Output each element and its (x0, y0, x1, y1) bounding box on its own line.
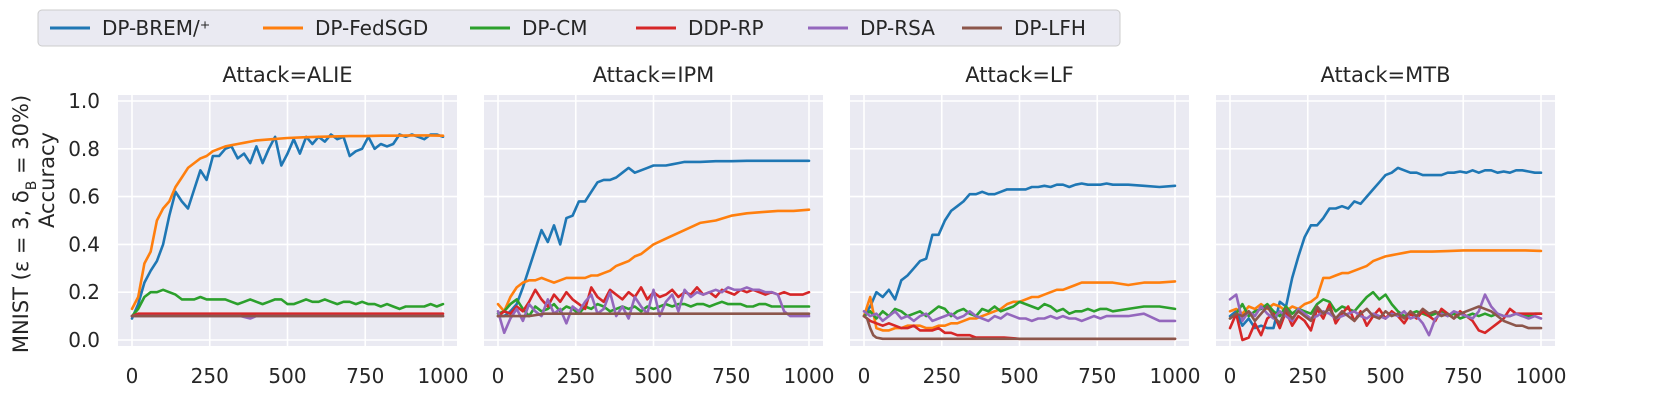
series-line-4-5 (1228, 293, 1543, 337)
series-line-3-6 (862, 314, 1177, 341)
series-line-2-6 (496, 312, 811, 318)
panel-title-4: Attack=MTB (1321, 63, 1451, 87)
x-tick-label: 250 (557, 364, 595, 388)
series-line-2-2 (496, 208, 811, 313)
x-tick-label: 250 (923, 364, 961, 388)
y-tick-label: 0.8 (68, 137, 100, 161)
legend-label-6: DP-LFH (1014, 16, 1086, 40)
x-tick-label: 0 (492, 364, 505, 388)
x-tick-label: 500 (634, 364, 672, 388)
y-label-part-2: = 30%) (9, 95, 33, 181)
y-axis-label-accuracy: Accuracy (35, 132, 59, 228)
panel-4: Attack=MTB 0 250 500 750 1000 (1216, 63, 1566, 388)
series-line-1-2 (130, 134, 445, 311)
x-tick-label: 500 (1000, 364, 1038, 388)
series-line-3-3 (862, 300, 1177, 320)
y-label-part-1: MNIST (ε = 3, δ (9, 190, 33, 353)
legend-label-4: DDP-RP (688, 16, 764, 40)
y-tick-label: 0.4 (68, 232, 100, 256)
panels: Attack=ALIE 0 250 500 750 1000 0.0 0.2 0.4 0.6 0.8… (68, 63, 1566, 388)
series-line-3-2 (862, 280, 1177, 332)
x-tick-label: 1000 (1516, 364, 1567, 388)
x-tick-label: 250 (191, 364, 229, 388)
x-tick-label: 0 (1224, 364, 1237, 388)
legend: DP-BREM/⁺ DP-FedSGD DP-CM DDP-RP DP-RSA DP-LF… (37, 9, 1121, 47)
x-tick-label: 750 (346, 364, 384, 388)
y-tick-label: 0.0 (68, 328, 100, 352)
x-tick-label: 500 (1366, 364, 1404, 388)
y-tick-label: 0.2 (68, 280, 100, 304)
panel-title-3: Attack=LF (965, 63, 1073, 87)
y-tick-label: 0.6 (68, 185, 100, 209)
panel-3: Attack=LF 0 250 500 750 1000 (850, 63, 1200, 388)
series-line-1-4 (130, 312, 445, 318)
panel-title-2: Attack=IPM (593, 63, 715, 87)
x-tick-label: 750 (1444, 364, 1482, 388)
series-line-1-3 (130, 288, 445, 318)
y-axis-label-dataset: MNIST (ε = 3, δB = 30%) (9, 95, 40, 353)
x-tick-label: 1000 (1150, 364, 1201, 388)
legend-label-1: DP-BREM/⁺ (102, 16, 210, 40)
series-line-4-6 (1228, 305, 1543, 330)
series-line-3-1 (862, 182, 1177, 318)
x-tick-label: 1000 (418, 364, 469, 388)
legend-label-2: DP-FedSGD (315, 16, 428, 40)
x-tick-label: 0 (858, 364, 871, 388)
legend-label-3: DP-CM (522, 16, 587, 40)
panel-1: Attack=ALIE 0 250 500 750 1000 0.0 0.2 0.4 0.6 0.8… (68, 63, 468, 388)
panel-title-1: Attack=ALIE (222, 63, 352, 87)
y-tick-label: 1.0 (68, 89, 100, 113)
x-tick-label: 750 (1078, 364, 1116, 388)
panel-2: Attack=IPM 0 250 500 750 1000 (484, 63, 834, 388)
x-tick-label: 0 (126, 364, 139, 388)
x-tick-label: 250 (1289, 364, 1327, 388)
series-line-1-1 (130, 133, 445, 320)
series-line-2-5 (496, 286, 811, 335)
legend-frame (37, 9, 1121, 47)
x-tick-label: 750 (712, 364, 750, 388)
series-line-3-5 (862, 309, 1177, 323)
y-label-subscript: B (24, 181, 40, 191)
series-line-2-1 (496, 159, 811, 318)
x-tick-label: 500 (268, 364, 306, 388)
x-tick-label: 1000 (784, 364, 835, 388)
legend-label-5: DP-RSA (860, 16, 935, 40)
series-line-4-1 (1228, 166, 1543, 330)
